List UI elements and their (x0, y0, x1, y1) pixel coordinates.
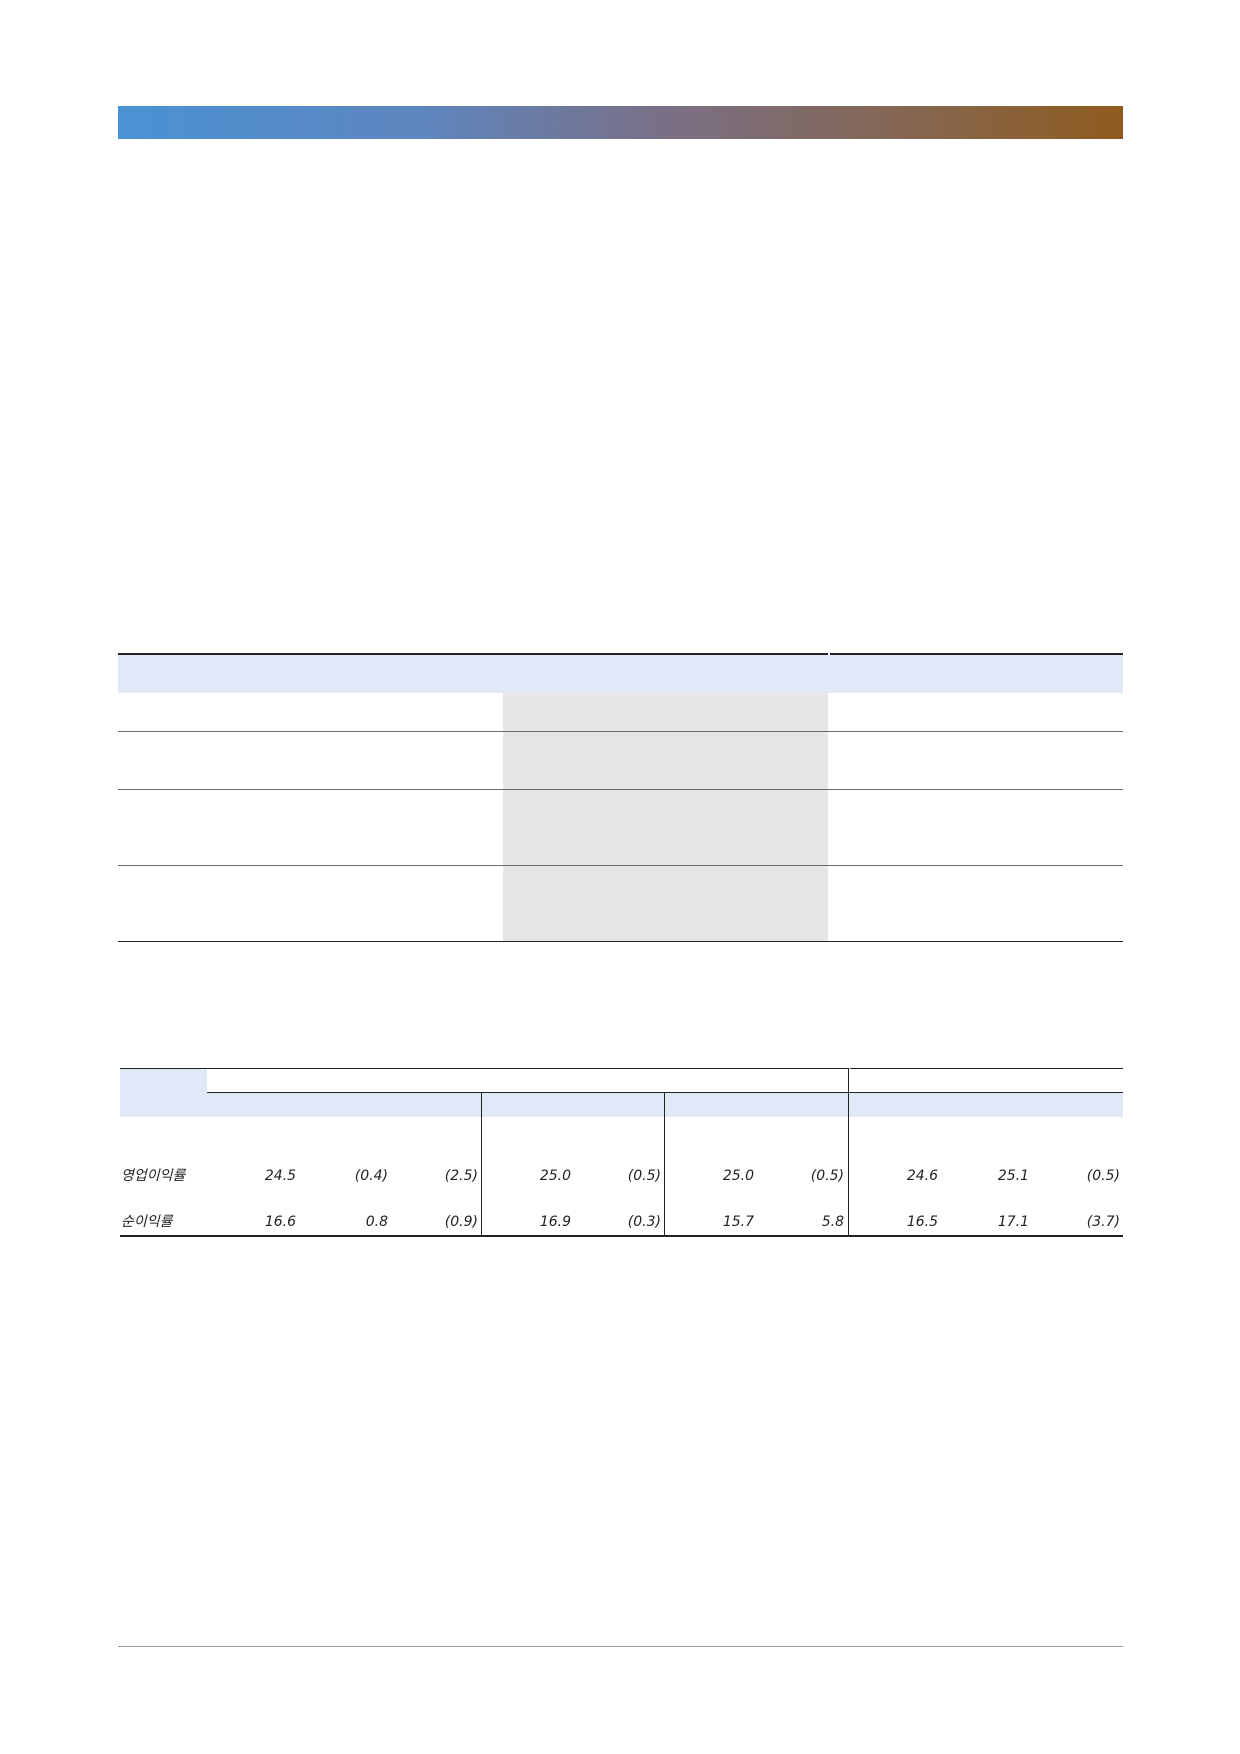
table-2-col-divider (664, 1093, 665, 1236)
table-2-top-rule-right (850, 1068, 1123, 1069)
table-cell: (2.5) (444, 1168, 478, 1184)
table-2-col-divider (481, 1093, 482, 1236)
table-2-subheader-rule (207, 1092, 1123, 1093)
table-1-row-rule (118, 731, 1123, 732)
table-cell: (0.5) (810, 1168, 844, 1184)
table-2-bottom-rule (120, 1235, 1123, 1237)
table-cell: (3.7) (1086, 1214, 1120, 1230)
table-cell: 16.5 (906, 1214, 938, 1230)
table-2-header-subrow (207, 1093, 1123, 1117)
row-label-net-margin: 순이익률 (121, 1214, 173, 1230)
table-cell: (0.3) (627, 1214, 661, 1230)
table-cell: 16.9 (539, 1214, 571, 1230)
table-cell: 17.1 (997, 1214, 1029, 1230)
table-1-row-rule (118, 789, 1123, 790)
table-2-top-rule-left (120, 1068, 848, 1069)
row-label-operating-margin: 영업이익률 (121, 1168, 186, 1184)
table-cell: (0.9) (444, 1214, 478, 1230)
table-cell: (0.5) (627, 1168, 661, 1184)
table-cell: 25.1 (997, 1168, 1029, 1184)
table-cell: 5.8 (821, 1214, 844, 1230)
table-cell: 16.6 (264, 1214, 296, 1230)
table-1-row-rule (118, 865, 1123, 866)
table-1-bottom-rule (118, 941, 1123, 942)
table-cell: 24.6 (906, 1168, 938, 1184)
table-1-top-rule-right (830, 653, 1123, 655)
table-2-col-divider (848, 1068, 849, 1236)
footer-rule (118, 1646, 1123, 1647)
table-1-top-rule-left (118, 653, 828, 655)
table-cell: 25.0 (722, 1168, 754, 1184)
table-cell: 0.8 (365, 1214, 388, 1230)
table-2-header-label-cell (120, 1068, 207, 1117)
header-banner (118, 106, 1123, 139)
table-cell: (0.4) (354, 1168, 388, 1184)
table-1-shaded-column (503, 693, 828, 941)
table-cell: 15.7 (722, 1214, 754, 1230)
table-cell: 24.5 (264, 1168, 296, 1184)
table-cell: (0.5) (1086, 1168, 1120, 1184)
table-cell: 25.0 (539, 1168, 571, 1184)
table-1-header (118, 654, 1123, 693)
